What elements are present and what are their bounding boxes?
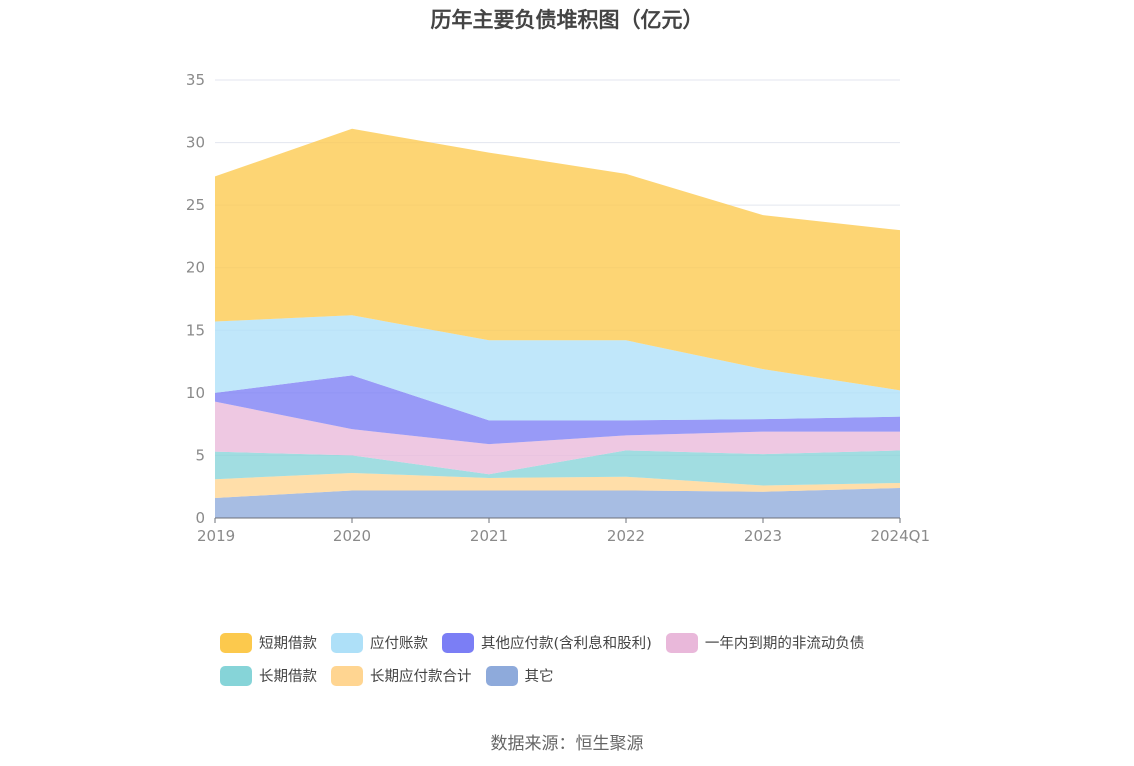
y-tick-label: 0 — [195, 509, 205, 527]
legend-swatch — [220, 632, 252, 653]
legend-label: 其他应付款(含利息和股利) — [481, 636, 652, 652]
area-series[interactable] — [215, 487, 900, 518]
y-tick-label: 10 — [186, 384, 205, 402]
legend-label: 应付账款 — [370, 636, 428, 652]
x-tick-label: 2019 — [197, 527, 235, 545]
chart-title: 历年主要负债堆积图（亿元） — [430, 8, 704, 32]
y-tick-label: 5 — [195, 446, 205, 464]
area-series[interactable] — [215, 472, 900, 498]
legend-label: 短期借款 — [259, 636, 317, 652]
legend-label: 长期应付款合计 — [370, 669, 472, 685]
legend-item[interactable]: 长期应付款合计 — [331, 665, 472, 686]
legend-item[interactable]: 短期借款 — [220, 632, 317, 653]
legend-item[interactable]: 应付账款 — [331, 632, 428, 653]
x-tick-label: 2023 — [744, 527, 782, 545]
area-series[interactable] — [215, 450, 900, 486]
legend-item[interactable]: 一年内到期的非流动负债 — [665, 632, 865, 653]
y-tick-label: 30 — [186, 134, 205, 152]
area-series[interactable] — [215, 128, 900, 391]
area-series[interactable] — [215, 401, 900, 475]
x-tick-label: 2022 — [607, 527, 645, 545]
legend-swatch — [331, 665, 363, 686]
legend-item[interactable]: 其他应付款(含利息和股利) — [442, 632, 652, 653]
legend-swatch — [331, 632, 363, 653]
data-source: 数据来源：恒生聚源 — [490, 734, 644, 754]
legend-item[interactable]: 其它 — [485, 665, 554, 686]
legend-swatch — [442, 632, 474, 653]
area-series[interactable] — [215, 375, 900, 445]
area-series[interactable] — [215, 315, 900, 421]
y-tick-label: 20 — [186, 259, 205, 277]
y-tick-label: 25 — [186, 196, 205, 214]
y-tick-label: 35 — [186, 71, 205, 89]
legend-swatch — [485, 665, 518, 686]
legend-label: 其它 — [524, 669, 554, 685]
legend-label: 一年内到期的非流动负债 — [704, 636, 865, 652]
legend-item[interactable]: 长期借款 — [220, 665, 317, 686]
y-tick-label: 15 — [186, 321, 205, 339]
axes: 0 5 10 15 20 25 30 35 2019 2020 2021 2022 2023 2024Q1 — [186, 71, 930, 545]
x-tick-label: 2021 — [470, 527, 508, 545]
legend-label: 长期借款 — [259, 669, 317, 685]
x-tick-label: 2020 — [333, 527, 371, 545]
legend-swatch — [220, 665, 252, 686]
x-tick-label: 2024Q1 — [870, 527, 930, 545]
legend: 短期借款 应付账款 其他应付款(含利息和股利) 一年内到期的非流动负债长期借款 长期应付… — [220, 632, 940, 686]
stacked-areas — [215, 128, 900, 518]
legend-swatch — [665, 632, 698, 653]
